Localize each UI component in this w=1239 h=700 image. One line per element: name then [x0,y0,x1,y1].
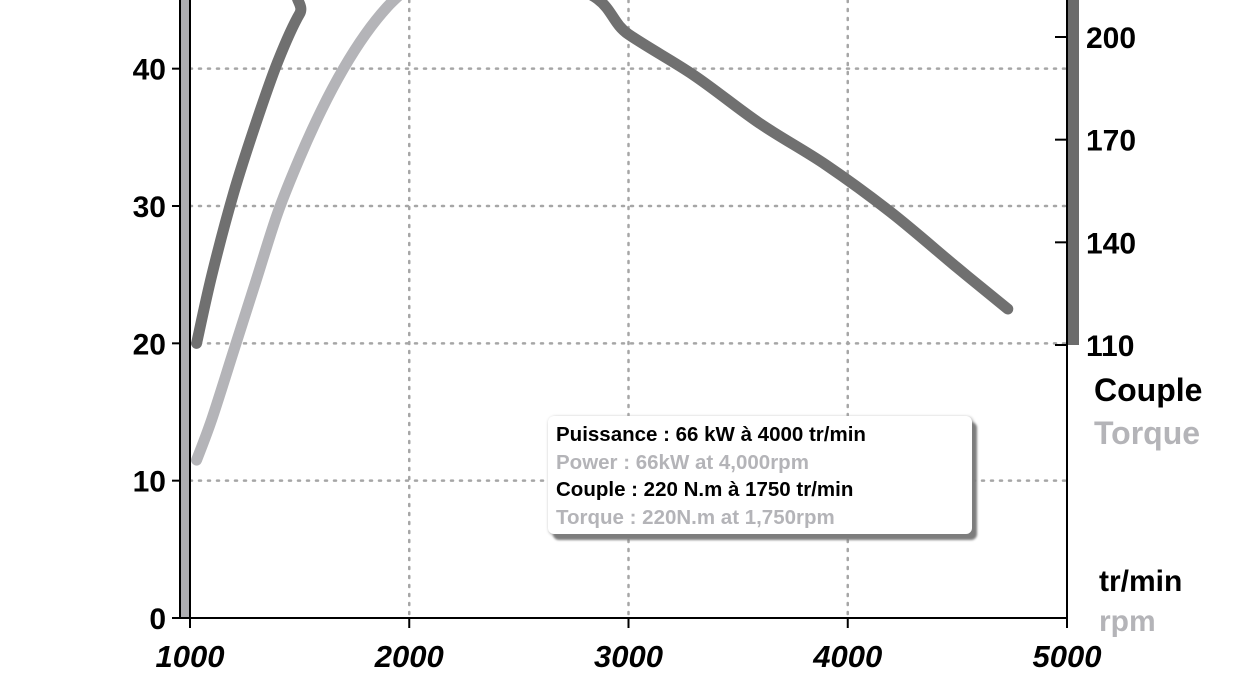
y-tick-label: 40 [133,54,166,87]
couple-legend-label: Couple [1094,372,1203,408]
x-tick-label: 2000 [374,639,444,674]
x-tick-label: 5000 [1033,639,1102,674]
y-right-tick-label: 110 [1086,330,1134,363]
right-axis-bar [1067,0,1079,345]
y-right-tick-label: 140 [1086,227,1136,260]
couple-fr-text: Couple : 220 N.m à 1750 tr/min [556,478,854,501]
left-axis-bar [180,0,190,618]
specs-legend-box: Puissance : 66 kW à 4000 tr/min Power : … [548,416,972,534]
y-tick-label: 20 [133,328,166,361]
axes [172,0,1079,628]
y-tick-label: 30 [133,191,166,224]
x-unit-label-en: rpm [1099,605,1156,638]
torque-legend-label: Torque [1094,415,1201,451]
y-right-tick-label: 170 [1086,125,1136,158]
x-tick-label: 1000 [156,639,225,674]
power-en-text: Power : 66kW at 4,000rpm [556,451,809,474]
data-series [191,0,1014,466]
x-tick-label: 4000 [812,639,882,674]
series-line-torque [191,0,403,466]
series-line-couple [191,0,1014,349]
tick-labels: 0 10 20 30 40 110 140 170 200 1000 2000 3000 4000 500… [133,22,1136,674]
y-tick-label: 10 [133,466,166,499]
y-tick-label: 0 [149,603,166,636]
x-tick-label: 3000 [594,639,663,674]
power-fr-text: Puissance : 66 kW à 4000 tr/min [556,423,866,446]
x-unit-label-fr: tr/min [1099,565,1183,598]
torque-en-text: Torque : 220N.m at 1,750rpm [556,506,835,529]
y-right-tick-label: 200 [1086,22,1136,55]
